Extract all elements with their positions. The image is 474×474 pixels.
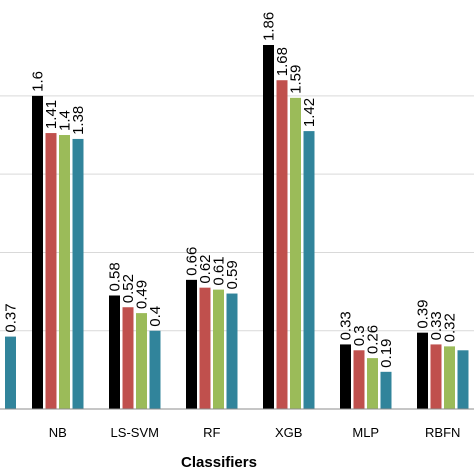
bar-MLP-3 (380, 371, 392, 409)
bar-label-LS-SVM-3: 0.4 (147, 306, 164, 327)
bars (5, 45, 469, 410)
category-label-NB: NB (49, 425, 67, 440)
category-label-XGB: XGB (275, 425, 302, 440)
bar-RBFN-3 (457, 350, 469, 409)
bar-label-MLP-0: 0.33 (338, 311, 355, 340)
bar-label-partial-left: 0.37 (3, 303, 20, 332)
bar-partial-left (5, 336, 16, 409)
bar-label-MLP-1: 0.3 (351, 325, 368, 346)
category-label-LS-SVM: LS-SVM (111, 425, 159, 440)
bar-label-RF-2: 0.61 (211, 256, 228, 285)
bar-label-RBFN-1: 0.33 (428, 311, 445, 340)
bar-label-LS-SVM-0: 0.58 (107, 262, 124, 291)
bar-label-MLP-3: 0.19 (378, 339, 395, 368)
bar-NB-2 (59, 135, 70, 410)
bar-RBFN-1 (430, 344, 442, 409)
bar-RBFN-0 (417, 332, 428, 409)
bar-XGB-2 (290, 97, 301, 409)
bar-label-RBFN-2: 0.32 (442, 313, 459, 342)
bar-RF-0 (186, 279, 197, 409)
bar-LS-SVM-2 (136, 313, 147, 409)
x-axis-title: Classifiers (181, 454, 257, 471)
bar-label-XGB-0: 1.86 (261, 12, 278, 41)
bar-value-labels: 1.6 1.411.41.38 0.580.520.490.4 0.660.620.6… (3, 12, 459, 368)
bar-label-NB-2: 1.4 (57, 110, 74, 131)
bar-MLP-0 (340, 344, 351, 409)
bar-label-RF-3: 0.59 (224, 260, 241, 289)
category-labels: NB LS-SVM RF XGB MLP RBFN (49, 425, 461, 440)
category-label-RBFN: RBFN (425, 425, 460, 440)
bar-NB-3 (72, 138, 84, 409)
bar-XGB-3 (303, 131, 315, 409)
bar-label-RF-0: 0.66 (184, 247, 201, 276)
bar-label-NB-3: 1.38 (70, 106, 87, 135)
bar-label-RF-1: 0.62 (197, 254, 214, 283)
bar-label-NB-1: 1.41 (43, 100, 60, 129)
bar-label-LS-SVM-1: 0.52 (120, 274, 137, 303)
bar-NB-1 (45, 133, 57, 409)
bar-label-NB-0: 1.6 (30, 71, 47, 92)
bar-XGB-1 (276, 80, 288, 410)
bar-XGB-0 (263, 45, 274, 409)
bar-label-RBFN-0: 0.39 (415, 299, 432, 328)
bar-RF-3 (226, 293, 238, 409)
bar-LS-SVM-1 (122, 307, 134, 409)
bar-label-XGB-3: 1.42 (301, 98, 318, 127)
bar-label-XGB-2: 1.59 (288, 65, 305, 94)
bar-label-LS-SVM-2: 0.49 (134, 280, 151, 309)
bar-LS-SVM-0 (109, 295, 120, 409)
category-label-RF: RF (203, 425, 220, 440)
category-label-MLP: MLP (352, 425, 379, 440)
bar-LS-SVM-3 (149, 330, 161, 409)
bar-MLP-2 (367, 358, 378, 409)
bar-RF-1 (199, 287, 211, 409)
bar-label-MLP-2: 0.26 (365, 325, 382, 354)
bar-RBFN-2 (444, 346, 455, 409)
bar-NB-0 (32, 95, 43, 410)
bar-RF-2 (213, 289, 224, 409)
bar-MLP-1 (353, 350, 365, 409)
bar-label-XGB-1: 1.68 (274, 47, 291, 76)
